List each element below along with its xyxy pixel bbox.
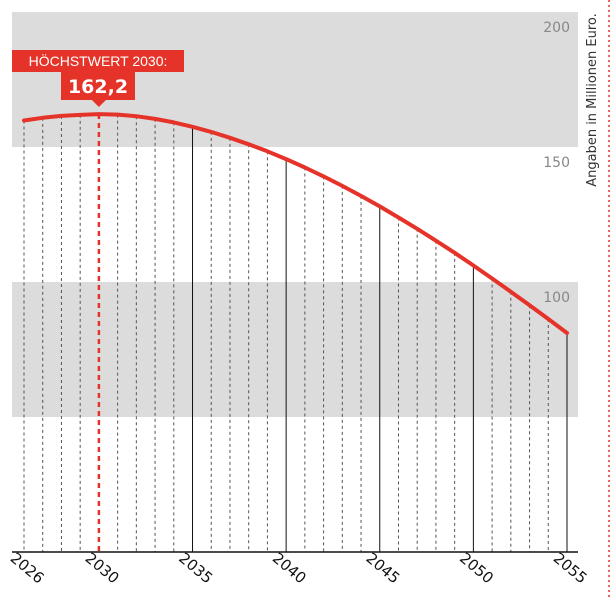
- callout-value: 162,2: [68, 76, 128, 98]
- x-tick-label: 2040: [269, 549, 310, 587]
- callout-title: HÖCHSTWERT 2030:: [29, 52, 168, 69]
- y-tick-label: 150: [543, 155, 570, 171]
- y-axis-ticks: 200 150 100: [543, 20, 570, 306]
- x-tick-label: 2026: [7, 549, 48, 587]
- vertical-grid: [23, 114, 568, 552]
- x-tick-label: 2035: [175, 549, 216, 587]
- x-tick-label: 2030: [82, 549, 123, 587]
- callout-pointer: [91, 100, 106, 107]
- shaded-band: [12, 282, 578, 417]
- x-tick-label: 2045: [363, 549, 404, 587]
- peak-callout: HÖCHSTWERT 2030: 162,2: [12, 50, 184, 107]
- x-tick-label: 2055: [550, 549, 591, 587]
- callout-title-box: [12, 50, 184, 72]
- x-axis-ticks: 2026 2030 2035 2040 2045 2050 2055: [7, 549, 591, 587]
- y-tick-label: 200: [543, 20, 570, 36]
- y-tick-label: 100: [543, 290, 570, 306]
- y-axis-label: Angaben in Millionen Euro.: [585, 13, 600, 187]
- series-line: [22, 112, 569, 335]
- background-bands: [12, 12, 578, 417]
- x-tick-label: 2050: [456, 549, 497, 587]
- callout-value-box: [61, 72, 135, 100]
